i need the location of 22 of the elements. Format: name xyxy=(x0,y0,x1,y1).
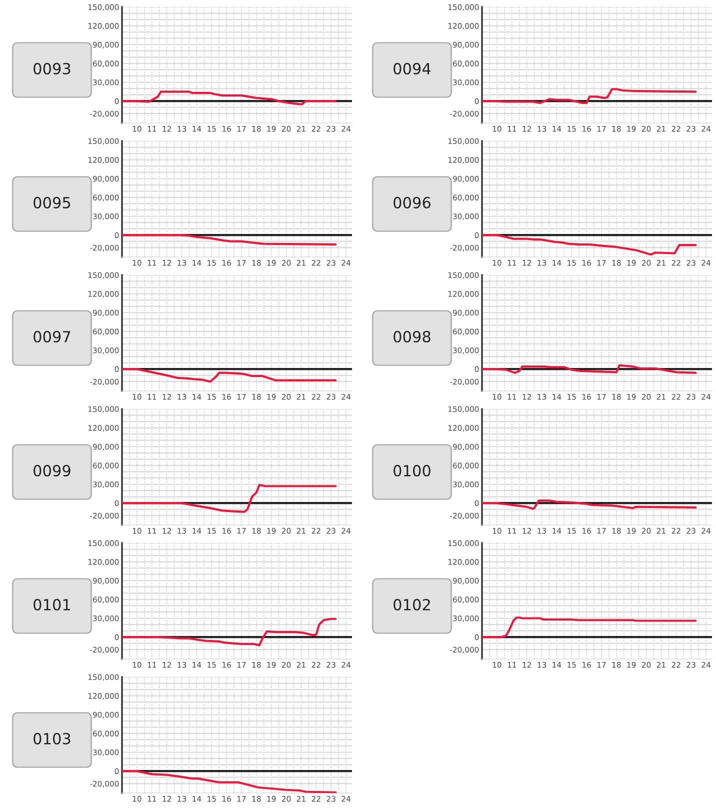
line-series xyxy=(482,88,697,104)
text: 0102 xyxy=(394,598,430,610)
line-series xyxy=(482,234,697,256)
line-series xyxy=(122,234,337,246)
line-series xyxy=(482,364,697,374)
text: 0101 xyxy=(34,598,70,610)
text: 0093 xyxy=(34,62,70,74)
line-series xyxy=(482,500,697,510)
text: 0099 xyxy=(34,464,70,476)
text: 0094 xyxy=(394,62,431,74)
text: 0097 xyxy=(34,330,70,342)
text: 0095 xyxy=(34,196,70,208)
text: 0098 xyxy=(394,330,430,342)
line-series xyxy=(122,770,337,793)
text: 0096 xyxy=(394,196,430,208)
text: 0103 xyxy=(34,732,70,744)
line-series xyxy=(122,368,337,383)
line-series xyxy=(482,616,697,638)
line-series xyxy=(122,618,337,646)
text: 0100 xyxy=(394,464,430,476)
line-series xyxy=(122,484,337,513)
line-series xyxy=(122,90,337,106)
